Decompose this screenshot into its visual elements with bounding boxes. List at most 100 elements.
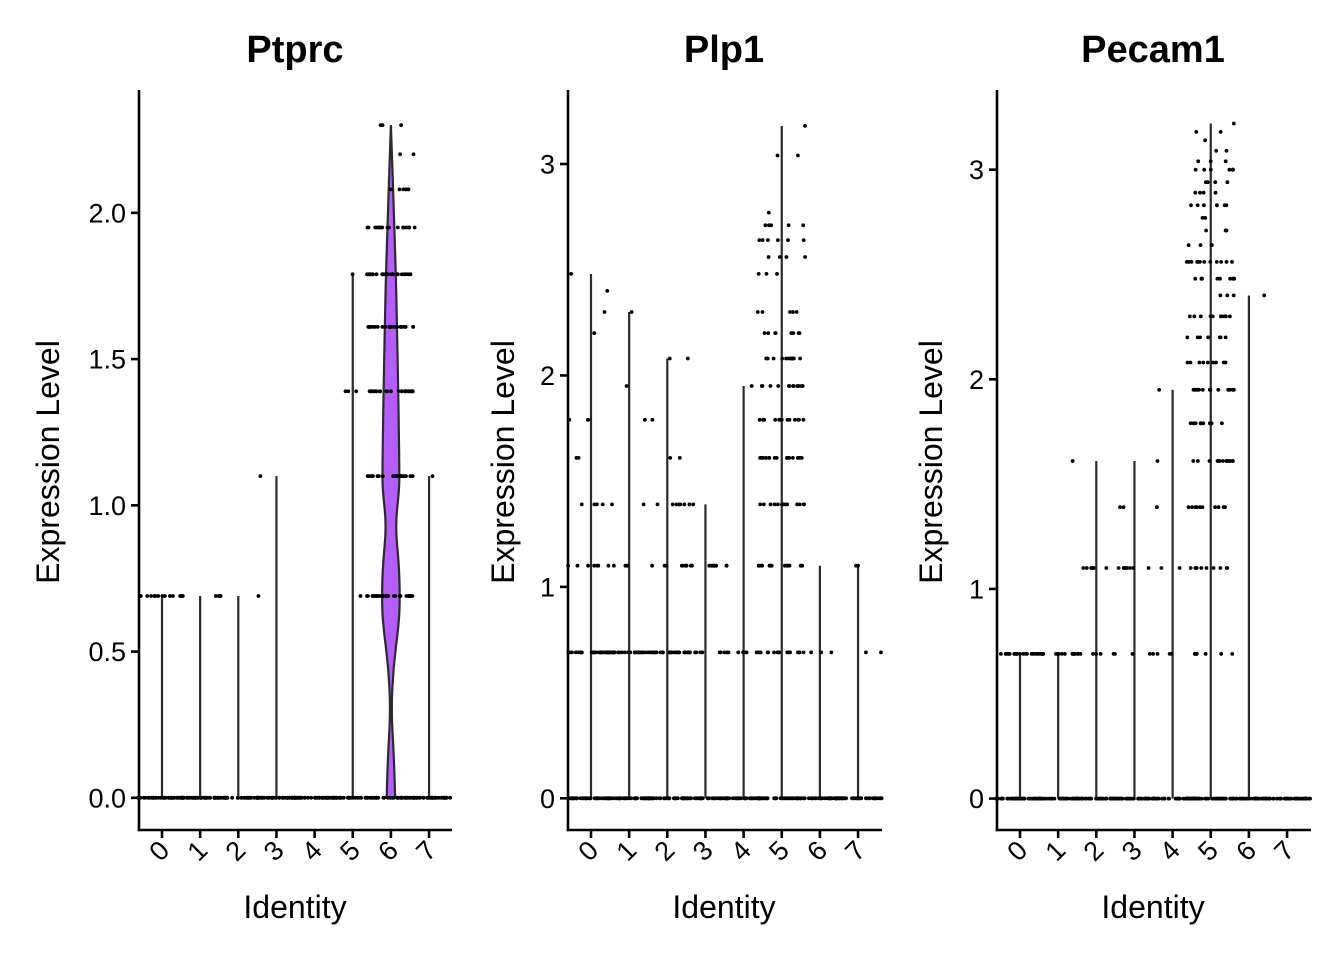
data-point — [1189, 203, 1193, 208]
data-point — [379, 594, 384, 598]
data-point — [813, 796, 818, 801]
data-point — [396, 389, 401, 394]
data-point — [605, 289, 610, 293]
data-point — [1203, 138, 1207, 143]
data-point — [829, 650, 834, 655]
data-point — [1208, 159, 1213, 164]
data-point — [757, 650, 762, 655]
data-point — [1219, 652, 1224, 656]
data-point — [365, 795, 370, 800]
data-point — [317, 795, 322, 800]
x-axis-title: Identity — [672, 889, 775, 925]
data-point — [726, 650, 731, 655]
data-point — [373, 325, 377, 329]
data-point — [338, 795, 342, 800]
data-point — [1225, 459, 1230, 463]
data-point — [239, 795, 244, 800]
data-point — [691, 502, 696, 507]
data-point — [1036, 652, 1041, 656]
data-point — [1214, 796, 1219, 801]
data-point — [184, 795, 189, 800]
data-point — [1186, 505, 1191, 510]
data-point — [390, 795, 395, 800]
data-point — [346, 389, 351, 394]
data-point — [1223, 335, 1228, 340]
data-point — [1080, 796, 1085, 801]
data-point — [1208, 260, 1213, 264]
data-point — [399, 389, 404, 394]
data-point — [1224, 228, 1228, 233]
data-point — [650, 417, 655, 422]
data-point — [1218, 314, 1223, 319]
data-point — [433, 795, 438, 800]
data-point — [718, 796, 723, 801]
data-point — [772, 502, 777, 507]
data-point — [393, 594, 398, 598]
data-point — [1186, 796, 1191, 801]
data-point — [579, 650, 584, 655]
data-point — [1202, 167, 1207, 172]
data-point — [592, 331, 597, 335]
data-point — [380, 474, 385, 478]
data-point — [764, 456, 768, 460]
data-point — [797, 331, 802, 335]
data-point — [766, 255, 771, 259]
data-point — [295, 795, 299, 800]
data-point — [1012, 652, 1017, 656]
data-point — [1006, 796, 1011, 801]
data-point — [1103, 796, 1108, 801]
data-point — [1204, 228, 1208, 233]
data-point — [357, 795, 362, 800]
data-point — [798, 796, 803, 801]
data-point — [397, 187, 402, 192]
data-point — [380, 123, 385, 127]
data-point — [236, 795, 241, 800]
data-point — [760, 238, 765, 243]
data-point — [1084, 566, 1089, 570]
data-point — [755, 310, 760, 314]
data-point — [772, 456, 777, 460]
data-point — [682, 502, 687, 507]
data-point — [1155, 505, 1159, 510]
data-point — [1211, 566, 1216, 570]
data-point — [1218, 276, 1222, 281]
data-point — [773, 331, 778, 335]
data-point — [1249, 796, 1254, 801]
data-point — [1155, 459, 1160, 463]
data-point — [757, 417, 762, 422]
data-point — [256, 594, 261, 598]
data-point — [1196, 459, 1200, 463]
data-point — [246, 795, 251, 800]
data-point — [791, 456, 795, 460]
data-point — [1125, 566, 1129, 570]
data-point — [1189, 260, 1194, 264]
data-point — [1118, 505, 1122, 510]
data-point — [1070, 652, 1075, 656]
data-point — [1218, 566, 1223, 570]
data-point — [1216, 505, 1221, 510]
y-tick-label: 0 — [540, 784, 555, 814]
data-point — [796, 153, 800, 158]
data-point — [662, 563, 667, 568]
data-point — [1210, 796, 1214, 801]
data-point — [281, 795, 286, 800]
data-point — [368, 325, 372, 329]
data-point — [306, 795, 310, 800]
data-point — [1213, 505, 1217, 510]
data-point — [1095, 796, 1099, 801]
data-point — [603, 796, 608, 801]
data-point — [879, 796, 883, 801]
data-point — [1188, 421, 1193, 426]
data-point — [399, 795, 403, 800]
data-point — [586, 563, 590, 568]
data-point — [399, 325, 403, 329]
data-point — [1190, 505, 1194, 510]
data-point — [1128, 796, 1133, 801]
data-point — [387, 225, 391, 230]
data-point — [1224, 148, 1229, 153]
data-point — [597, 650, 602, 655]
data-point — [801, 238, 806, 243]
y-tick-label: 2 — [540, 361, 555, 391]
data-point — [1264, 796, 1269, 801]
data-point — [196, 795, 201, 800]
